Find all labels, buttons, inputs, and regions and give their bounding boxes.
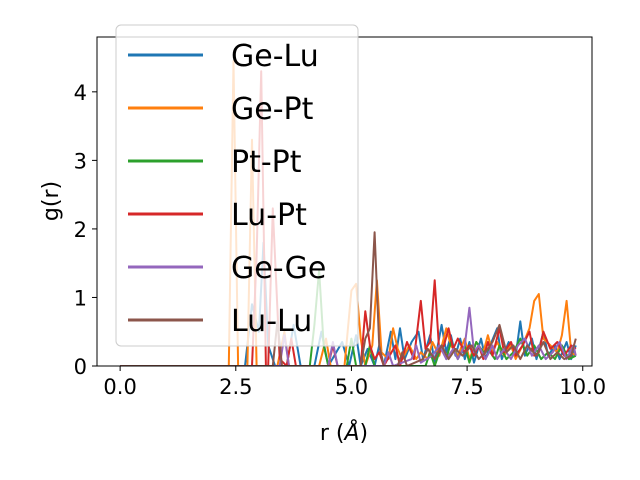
legend-label: Ge-Pt [231,92,314,127]
legend-label: Lu-Lu [231,304,312,339]
x-tick-label: 5.0 [335,375,368,399]
y-tick-label: 2 [74,218,87,242]
legend-label: Ge-Ge [231,251,326,286]
y-tick-label: 4 [74,81,87,105]
x-tick-label: 10.0 [559,375,606,399]
series-line-ge-pt [120,60,577,366]
legend-entry-pt-pt: Pt-Pt [128,145,302,180]
series-line-ge-ge [120,306,577,366]
x-axis-ticks: 0.0 2.5 5.0 7.5 10.0 [103,366,606,399]
x-tick-label: 7.5 [450,375,483,399]
legend-label: Pt-Pt [231,145,302,180]
x-tick-label: 0.0 [103,375,136,399]
legend-entry-ge-pt: Ge-Pt [128,92,314,127]
legend-entry-lu-pt: Lu-Pt [128,198,307,233]
legend-entry-ge-lu: Ge-Lu [128,39,319,74]
legend-entry-lu-lu: Lu-Lu [128,304,312,339]
y-axis-label: g(r) [39,181,64,221]
legend-label: Ge-Lu [231,39,319,74]
y-tick-label: 0 [74,355,87,379]
y-axis-ticks: 0 1 2 3 4 [74,81,97,379]
y-tick-label: 1 [74,286,87,310]
y-tick-label: 3 [74,149,87,173]
legend: Ge-Lu Ge-Pt Pt-Pt Lu-Pt Ge-Ge Lu-Lu [115,24,359,347]
x-axis-label: r (Å) [320,419,368,446]
x-tick-label: 2.5 [219,375,252,399]
legend-label: Lu-Pt [231,198,307,233]
series-layer [120,60,577,366]
series-line-lu-lu [120,231,577,366]
legend-entry-ge-ge: Ge-Ge [128,251,326,286]
